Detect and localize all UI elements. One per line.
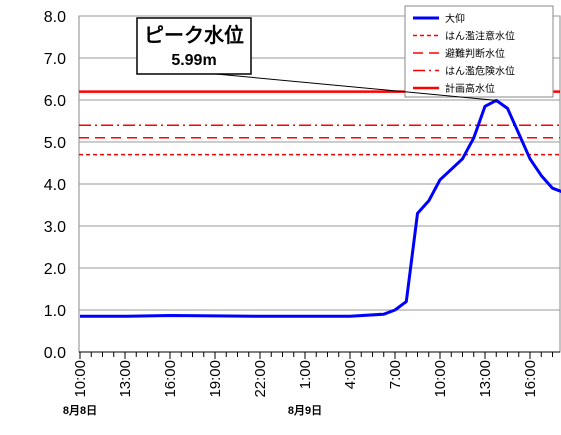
y-tick-label: 7.0 xyxy=(44,51,66,68)
x-axis: 10:00 13:00 16:00 19:00 22:00 1:00 4:00 7:00 10:… xyxy=(72,351,560,398)
legend-label: 避難判断水位 xyxy=(445,47,505,60)
callout-title: ピーク水位 xyxy=(144,23,244,47)
x-tick-label: 13:00 xyxy=(477,360,494,398)
y-tick-label: 1.0 xyxy=(44,303,66,320)
y-tick-label: 5.0 xyxy=(44,135,66,152)
callout-leader-line xyxy=(215,73,497,101)
x-tick-label: 19:00 xyxy=(207,360,224,398)
x-tick-label: 10:00 xyxy=(72,360,89,398)
callout-box xyxy=(136,17,252,75)
x-tick-label: 4:00 xyxy=(342,360,359,389)
legend-label: 大仰 xyxy=(445,12,465,25)
callout-value: 5.99m xyxy=(171,52,216,69)
legend-label: 計画高水位 xyxy=(445,82,495,95)
peak-callout: ピーク水位 5.99m xyxy=(136,17,497,101)
x-tick-label: 16:00 xyxy=(522,360,539,398)
x-tick-label: 13:00 xyxy=(117,360,134,398)
x-tick-label: 7:00 xyxy=(387,360,404,389)
legend-box xyxy=(404,5,554,98)
date-label: 8月9日 xyxy=(288,404,322,417)
y-tick-label: 0.0 xyxy=(44,345,66,362)
x-tick-label: 10:00 xyxy=(432,360,449,398)
legend-label: はん濫危険水位 xyxy=(445,65,515,78)
y-tick-label: 3.0 xyxy=(44,219,66,236)
date-labels: 8月8日8月9日8月10日8月11日 xyxy=(63,404,322,417)
series-line-oomata xyxy=(80,98,561,318)
y-tick-label: 6.0 xyxy=(44,93,66,110)
x-tick-label: 16:00 xyxy=(162,360,179,398)
x-tick-label: 1:00 xyxy=(297,360,314,389)
x-tick-label: 22:00 xyxy=(252,360,269,398)
y-axis: 0.0 1.0 2.0 3.0 4.0 5.0 6.0 7.0 8.0 xyxy=(44,9,66,362)
legend-label: はん濫注意水位 xyxy=(445,30,515,43)
y-tick-label: 8.0 xyxy=(44,9,66,26)
y-tick-label: 4.0 xyxy=(44,177,66,194)
date-label: 8月8日 xyxy=(63,404,97,417)
y-tick-label: 2.0 xyxy=(44,261,66,278)
